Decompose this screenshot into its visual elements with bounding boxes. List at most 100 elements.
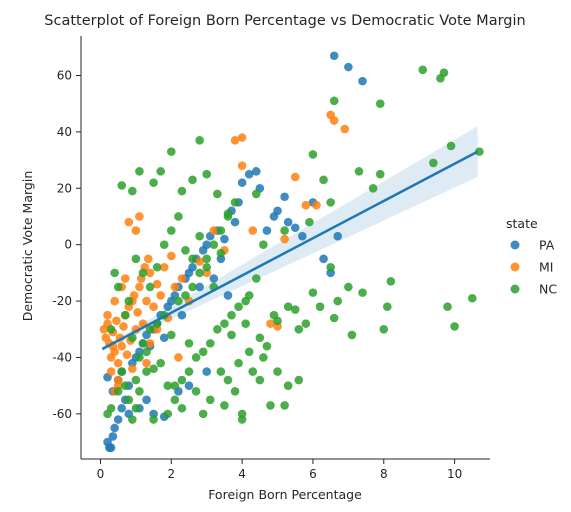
point-mi xyxy=(133,308,142,317)
point-nc xyxy=(255,333,265,343)
point-nc xyxy=(347,330,357,340)
point-mi xyxy=(195,257,204,266)
x-tick-label: 6 xyxy=(309,467,317,481)
point-mi xyxy=(135,282,144,292)
point-nc xyxy=(138,268,148,278)
point-nc xyxy=(259,240,268,249)
point-nc xyxy=(138,339,148,348)
point-pa xyxy=(290,223,300,233)
point-nc xyxy=(156,167,165,176)
point-nc xyxy=(315,302,325,312)
point-mi xyxy=(112,316,121,326)
point-pa xyxy=(202,240,212,249)
point-nc xyxy=(166,226,176,235)
point-mi xyxy=(152,279,162,289)
point-pa xyxy=(177,310,187,320)
point-nc xyxy=(195,268,204,278)
point-nc xyxy=(131,403,141,413)
point-mi xyxy=(145,339,155,348)
point-pa xyxy=(244,169,254,179)
point-nc xyxy=(188,254,197,264)
point-nc xyxy=(283,381,293,390)
point-mi xyxy=(143,254,153,264)
point-nc xyxy=(213,324,222,334)
confidence-band-area xyxy=(102,126,478,352)
x-ticks: 0 2 4 6 8 10 xyxy=(97,459,462,481)
point-nc xyxy=(131,375,141,385)
point-pa xyxy=(251,167,261,176)
regression-line xyxy=(101,150,479,351)
point-nc xyxy=(216,367,226,376)
point-mi xyxy=(312,200,321,210)
point-pa xyxy=(280,192,289,202)
point-nc xyxy=(273,367,282,376)
point-mi xyxy=(159,262,169,272)
point-nc xyxy=(294,375,304,385)
point-nc xyxy=(244,291,254,300)
y-tick-label: 0 xyxy=(64,238,72,252)
chart-title: Scatterplot of Foreign Born Percentage v… xyxy=(44,13,525,29)
point-pa xyxy=(195,282,204,292)
point-nc xyxy=(230,198,240,207)
x-tick-label: 8 xyxy=(380,467,388,481)
y-tick-label: -20 xyxy=(52,294,72,308)
point-nc xyxy=(184,339,194,348)
point-pa xyxy=(344,62,353,72)
point-mi xyxy=(170,282,180,292)
legend-marker-mi xyxy=(510,262,520,272)
point-mi xyxy=(129,291,139,300)
point-nc xyxy=(181,291,190,300)
point-nc xyxy=(135,167,144,176)
point-nc xyxy=(266,401,275,410)
point-nc xyxy=(237,415,247,424)
point-nc xyxy=(450,322,459,331)
point-nc xyxy=(251,189,261,199)
point-mi xyxy=(119,322,128,331)
point-nc xyxy=(259,353,268,362)
point-nc xyxy=(145,282,155,292)
point-nc xyxy=(128,415,137,424)
point-mi xyxy=(340,124,350,134)
point-nc xyxy=(273,316,282,326)
point-nc xyxy=(344,282,353,292)
point-mi xyxy=(266,319,275,328)
point-nc xyxy=(202,169,212,179)
legend-label-pa: PA xyxy=(539,238,555,253)
legend-title: state xyxy=(506,216,538,231)
point-mi xyxy=(113,358,123,368)
point-nc xyxy=(202,254,212,264)
point-nc xyxy=(308,150,318,159)
point-nc xyxy=(195,231,204,241)
point-nc xyxy=(149,364,158,374)
data-points xyxy=(99,51,484,453)
point-nc xyxy=(241,319,250,328)
confidence-band xyxy=(102,126,478,352)
point-nc xyxy=(244,347,254,357)
point-nc xyxy=(145,324,155,334)
point-nc xyxy=(280,226,289,235)
point-nc xyxy=(386,277,396,286)
point-nc xyxy=(205,395,215,405)
point-pa xyxy=(188,262,197,272)
point-nc xyxy=(209,240,219,249)
point-nc xyxy=(227,330,236,340)
point-nc xyxy=(177,375,187,385)
point-nc xyxy=(117,367,127,376)
point-nc xyxy=(333,296,343,306)
point-mi xyxy=(301,200,311,210)
point-mi xyxy=(142,296,151,306)
point-nc xyxy=(163,381,173,390)
point-nc xyxy=(120,310,130,320)
regression-line-path xyxy=(101,150,479,351)
point-pa xyxy=(319,254,328,264)
point-nc xyxy=(446,141,456,151)
point-nc xyxy=(329,313,339,323)
point-nc xyxy=(177,186,187,196)
x-axis-label: Foreign Born Percentage xyxy=(208,487,362,502)
point-nc xyxy=(135,387,144,396)
point-nc xyxy=(319,175,328,185)
point-nc xyxy=(216,248,226,258)
point-nc xyxy=(117,181,127,190)
point-nc xyxy=(166,147,176,156)
point-nc xyxy=(149,415,158,424)
